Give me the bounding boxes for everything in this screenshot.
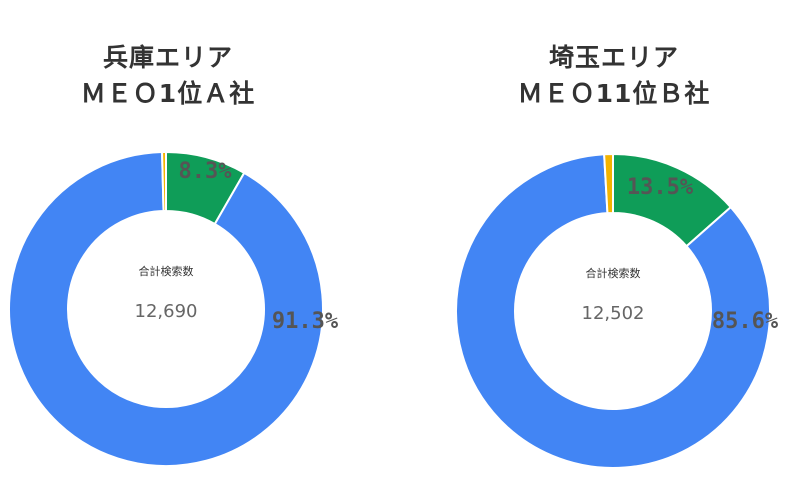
chart-2-center-value: 12,502 [582,303,645,324]
chart-2-title-line-2: ＭＥＯ11位Ｂ社 [517,79,711,108]
chart-2-slice-2 [455,153,771,469]
chart-2-slice-2-label: 85.6% [712,309,779,334]
chart-1-center-label: 合計検索数 [139,264,194,278]
chart-1-slice-3 [161,150,167,213]
chart-2-title: 埼玉エリア ＭＥＯ11位Ｂ社 [454,40,774,112]
chart-2-slice-3 [603,152,614,215]
chart-1-title-line-2: ＭＥＯ1位Ａ社 [80,79,256,108]
chart-1-title-line-1: 兵庫エリア [102,43,233,72]
chart-1-slice-2 [8,151,324,467]
chart-2-center-label: 合計検索数 [586,266,641,280]
chart-1-slice-1-label: 8.3% [179,159,233,184]
chart-1-slice-2-label: 91.3% [272,309,339,334]
chart-2-slice-1-label: 13.5% [627,175,694,200]
chart-1-title: 兵庫エリア ＭＥＯ1位Ａ社 [8,40,328,112]
chart-2-title-line-1: 埼玉エリア [548,43,679,72]
chart-1-center-value: 12,690 [135,301,198,322]
